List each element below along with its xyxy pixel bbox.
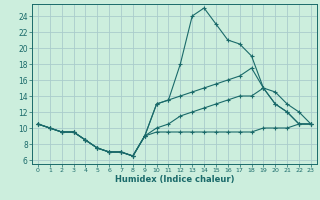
X-axis label: Humidex (Indice chaleur): Humidex (Indice chaleur) — [115, 175, 234, 184]
